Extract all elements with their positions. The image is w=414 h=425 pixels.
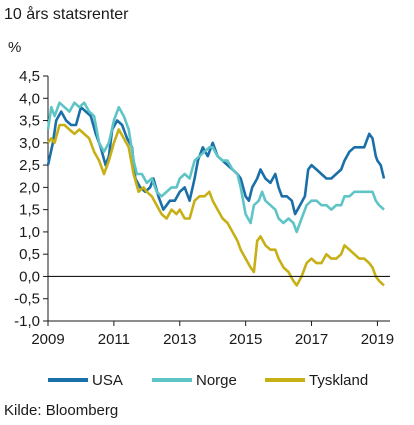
y-axis-label: % [8,39,21,56]
y-tick-label: 0,0 [19,268,40,285]
y-tick-label: 3,5 [19,113,40,130]
y-tick-label: -1,0 [14,313,40,330]
y-tick-label: -0,5 [14,291,40,308]
y-tick-label: 0,5 [19,246,40,263]
x-tick-label: 2009 [31,331,64,348]
chart-title: 10 års statsrenter [4,6,129,23]
y-tick-label: 4,0 [19,90,40,107]
source-note: Kilde: Bloomberg [4,402,119,419]
y-tick-label: 1,0 [19,224,40,241]
x-tick-label: 2017 [295,331,328,348]
y-tick-label: 4,5 [19,68,40,85]
series-line-tyskland [46,123,385,287]
y-tick-label: 2,5 [19,157,40,174]
x-tick-label: 2011 [98,331,130,348]
y-tick-label: 1,5 [19,202,40,219]
legend-label-usa: USA [92,372,123,389]
x-tick-label: 2013 [163,331,196,348]
x-tick-label: 2019 [361,331,394,348]
x-tick-label: 2015 [229,331,262,348]
legend-label-norge: Norge [196,372,237,389]
series-line-norge [46,101,385,234]
y-tick-label: 2,0 [19,179,40,196]
y-tick-label: 3,0 [19,135,40,152]
legend-label-tyskland: Tyskland [309,372,368,389]
